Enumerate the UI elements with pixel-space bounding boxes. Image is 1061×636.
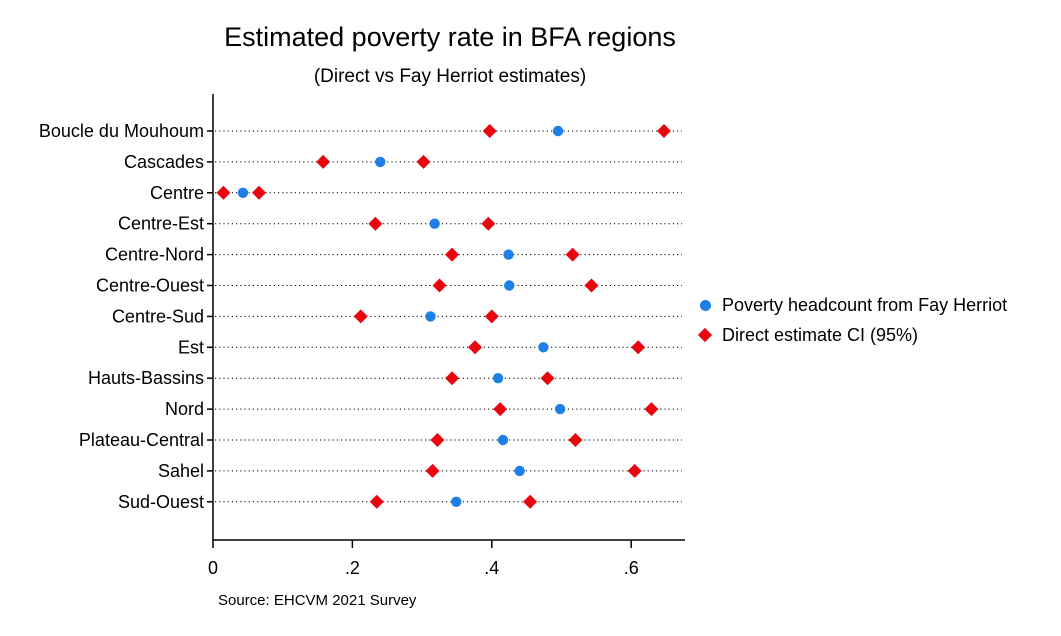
ci-upper-marker (565, 247, 580, 262)
region-label: Sud-Ouest (118, 492, 204, 512)
fay-herriot-marker (497, 434, 509, 446)
x-tick-label: 0 (208, 558, 218, 578)
legend-label-fay-herriot: Poverty headcount from Fay Herriot (722, 294, 1008, 315)
grid-lines (215, 130, 682, 503)
ci-upper-marker (584, 278, 599, 293)
region-label: Est (178, 337, 204, 357)
region-label: Centre-Nord (105, 245, 204, 265)
fay-herriot-marker (554, 403, 566, 415)
data-markers (216, 124, 671, 509)
fay-herriot-marker (375, 156, 386, 168)
region-label: Boucle du Mouhoum (39, 121, 204, 141)
region-label: Plateau-Central (79, 430, 204, 450)
ci-lower-marker (316, 154, 331, 169)
ci-lower-marker (482, 124, 497, 138)
region-label: Centre-Sud (112, 306, 204, 326)
ci-upper-marker (252, 185, 267, 200)
legend-circle-icon (698, 298, 712, 312)
ci-lower-marker (493, 402, 508, 417)
ci-upper-marker (644, 402, 659, 417)
ci-lower-marker (353, 309, 368, 324)
ci-upper-marker (416, 154, 431, 169)
chart-subtitle: (Direct vs Fay Herriot estimates) (313, 66, 587, 87)
ci-lower-marker (432, 278, 447, 293)
ci-upper-marker (631, 340, 646, 355)
legend-diamond-icon (697, 327, 713, 343)
fay-herriot-marker (429, 218, 440, 229)
ci-upper-marker (484, 309, 499, 324)
ci-upper-marker (481, 216, 496, 231)
fay-herriot-marker (237, 187, 249, 198)
fay-herriot-marker (451, 496, 462, 507)
ci-lower-marker (445, 247, 460, 262)
x-tick-label: .2 (345, 558, 360, 578)
ci-lower-marker (468, 340, 483, 355)
ci-lower-marker (430, 433, 445, 447)
ci-upper-marker (568, 433, 583, 447)
ci-lower-marker (425, 463, 440, 478)
region-label: Centre-Ouest (96, 276, 204, 296)
fay-herriot-marker (552, 125, 564, 137)
ci-lower-marker (445, 371, 460, 386)
ci-lower-marker (368, 216, 383, 231)
ci-lower-marker (369, 494, 384, 509)
ci-lower-marker (216, 185, 231, 200)
legend-label-direct-ci: Direct estimate CI (95%) (722, 324, 919, 345)
region-label: Hauts-Bassins (88, 368, 204, 388)
chart-title: Estimated poverty rate in BFA regions (224, 22, 676, 52)
fay-herriot-marker (514, 465, 525, 477)
region-label: Sahel (158, 461, 204, 481)
ci-upper-marker (627, 463, 642, 478)
fay-herriot-marker (425, 311, 436, 322)
region-label: Cascades (124, 152, 204, 172)
legend-item-fay-herriot: Poverty headcount from Fay Herriot (698, 290, 1007, 320)
ci-upper-marker (656, 124, 671, 138)
fay-herriot-marker (492, 373, 504, 384)
ci-upper-marker (523, 494, 538, 509)
region-label: Nord (165, 399, 204, 419)
legend: Poverty headcount from Fay Herriot Direc… (697, 290, 1007, 350)
region-labels: Boucle du Mouhoum Cascades Centre Centre-Es… (39, 121, 204, 512)
x-tick-label: .6 (624, 558, 639, 578)
legend-item-direct-ci: Direct estimate CI (95%) (697, 320, 1007, 350)
x-tick-label: .4 (484, 558, 499, 578)
region-label: Centre (150, 183, 204, 203)
x-axis-ticks: 0 .2 .4 .6 (207, 130, 639, 578)
fay-herriot-marker (503, 249, 514, 260)
ci-upper-marker (540, 371, 555, 386)
fay-herriot-marker (504, 280, 515, 291)
chart-source-note: Source: EHCVM 2021 Survey (218, 592, 417, 609)
fay-herriot-marker (538, 342, 549, 353)
region-label: Centre-Est (118, 214, 204, 234)
